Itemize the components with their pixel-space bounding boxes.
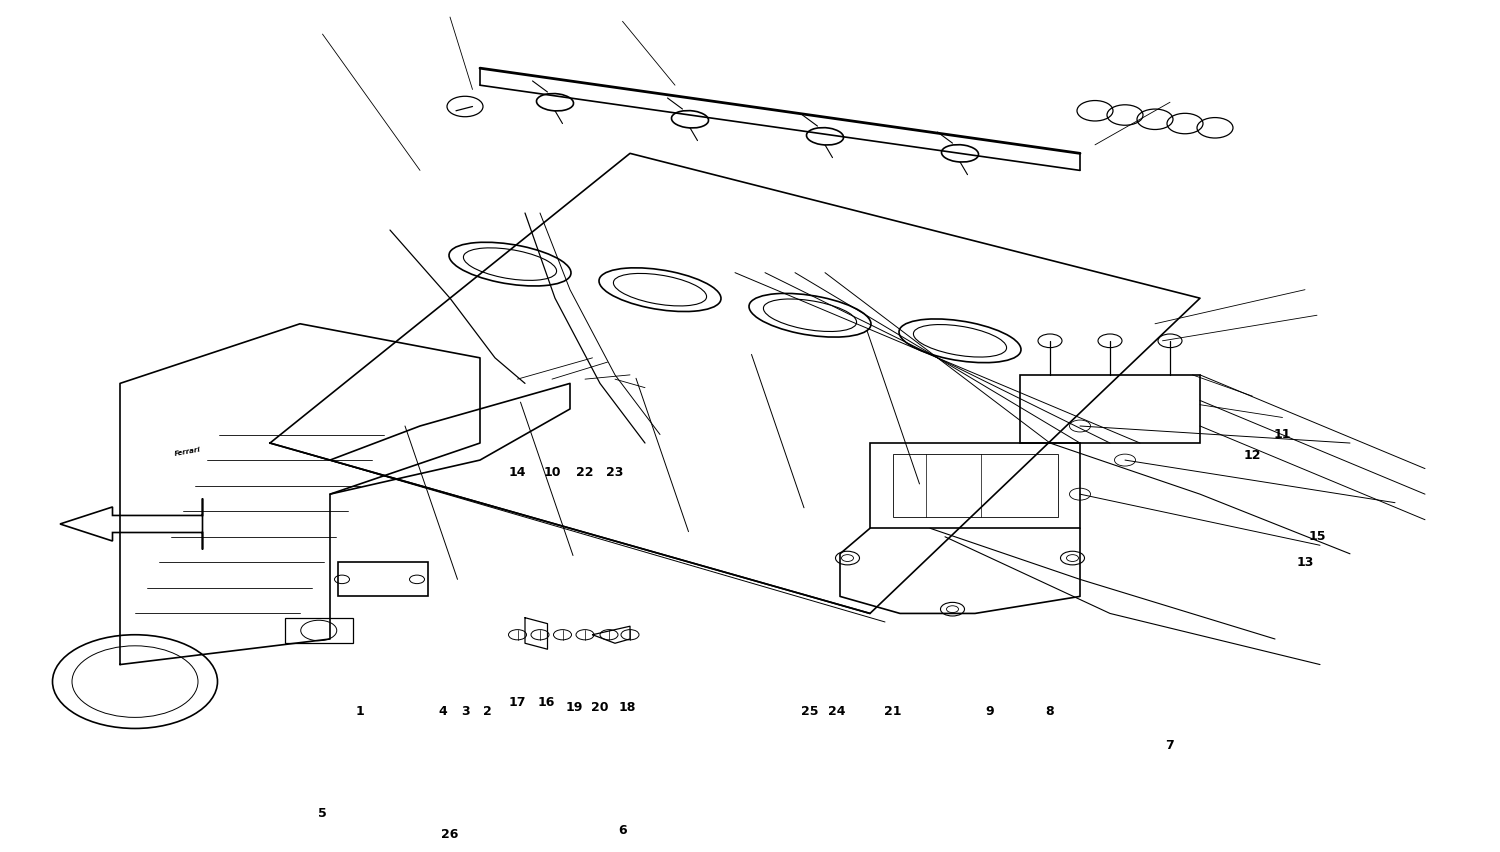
Text: 18: 18	[618, 700, 636, 714]
Text: 8: 8	[1046, 705, 1054, 718]
Text: 3: 3	[460, 705, 470, 718]
Text: 20: 20	[591, 700, 609, 714]
Text: 21: 21	[884, 705, 902, 718]
Text: 26: 26	[441, 828, 459, 842]
Text: 6: 6	[618, 824, 627, 838]
Text: 5: 5	[318, 807, 327, 820]
Text: 22: 22	[576, 466, 594, 480]
Polygon shape	[60, 498, 202, 550]
Text: 19: 19	[566, 700, 584, 714]
Text: 11: 11	[1274, 428, 1292, 441]
Text: 15: 15	[1308, 530, 1326, 544]
Text: 24: 24	[828, 705, 846, 718]
Text: 1: 1	[356, 705, 364, 718]
Text: 23: 23	[606, 466, 624, 480]
Text: 14: 14	[509, 466, 526, 480]
Text: 16: 16	[537, 696, 555, 710]
Text: 13: 13	[1296, 556, 1314, 569]
Text: 7: 7	[1166, 739, 1174, 752]
Text: 2: 2	[483, 705, 492, 718]
Text: Ferrari: Ferrari	[174, 446, 201, 457]
Text: 9: 9	[986, 705, 994, 718]
Text: 25: 25	[801, 705, 819, 718]
Text: 4: 4	[438, 705, 447, 718]
Text: 17: 17	[509, 696, 526, 710]
Text: 12: 12	[1244, 449, 1262, 463]
Text: 10: 10	[543, 466, 561, 480]
